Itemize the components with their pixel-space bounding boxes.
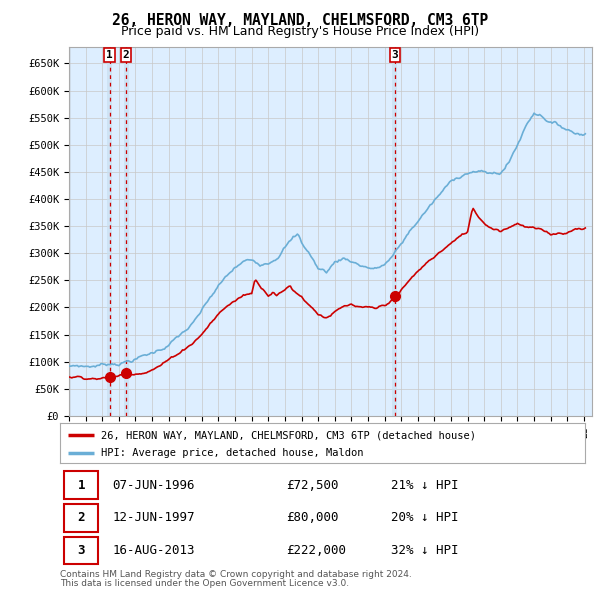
FancyBboxPatch shape [64, 504, 98, 532]
Bar [107, 47, 112, 416]
Text: Price paid vs. HM Land Registry's House Price Index (HPI): Price paid vs. HM Land Registry's House … [121, 25, 479, 38]
Bar [124, 47, 128, 416]
Text: 1: 1 [106, 50, 113, 60]
Bar [392, 47, 397, 416]
Text: 16-AUG-2013: 16-AUG-2013 [113, 544, 195, 557]
Text: 12-JUN-1997: 12-JUN-1997 [113, 512, 195, 525]
Text: 2: 2 [123, 50, 130, 60]
Text: 3: 3 [77, 544, 85, 557]
Text: 26, HERON WAY, MAYLAND, CHELMSFORD, CM3 6TP (detached house): 26, HERON WAY, MAYLAND, CHELMSFORD, CM3 … [101, 430, 476, 440]
Text: Contains HM Land Registry data © Crown copyright and database right 2024.: Contains HM Land Registry data © Crown c… [60, 570, 412, 579]
Text: 26, HERON WAY, MAYLAND, CHELMSFORD, CM3 6TP: 26, HERON WAY, MAYLAND, CHELMSFORD, CM3 … [112, 13, 488, 28]
FancyBboxPatch shape [64, 471, 98, 499]
Text: 2: 2 [77, 512, 85, 525]
Text: 07-JUN-1996: 07-JUN-1996 [113, 478, 195, 491]
Text: £222,000: £222,000 [286, 544, 346, 557]
Text: 21% ↓ HPI: 21% ↓ HPI [391, 478, 458, 491]
Text: 1: 1 [77, 478, 85, 491]
FancyBboxPatch shape [64, 537, 98, 565]
Text: £72,500: £72,500 [286, 478, 338, 491]
Text: This data is licensed under the Open Government Licence v3.0.: This data is licensed under the Open Gov… [60, 579, 349, 588]
Text: £80,000: £80,000 [286, 512, 338, 525]
Text: 32% ↓ HPI: 32% ↓ HPI [391, 544, 458, 557]
Text: 3: 3 [392, 50, 398, 60]
Bar [69, 47, 70, 416]
Text: 20% ↓ HPI: 20% ↓ HPI [391, 512, 458, 525]
Text: HPI: Average price, detached house, Maldon: HPI: Average price, detached house, Mald… [101, 448, 364, 458]
